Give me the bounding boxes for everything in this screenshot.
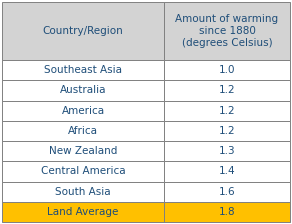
Text: 1.8: 1.8 — [219, 207, 235, 217]
Text: 1.6: 1.6 — [219, 187, 235, 197]
Text: Country/Region: Country/Region — [43, 26, 124, 36]
Bar — [164, 101, 290, 121]
Text: 1.3: 1.3 — [219, 146, 235, 156]
Text: Land Average: Land Average — [47, 207, 119, 217]
Bar — [2, 80, 164, 101]
Bar — [2, 181, 164, 202]
Bar — [2, 2, 164, 60]
Bar — [164, 181, 290, 202]
Bar — [2, 101, 164, 121]
Bar — [2, 60, 164, 80]
Bar — [164, 2, 290, 60]
Text: New Zealand: New Zealand — [49, 146, 117, 156]
Bar — [164, 60, 290, 80]
Bar — [164, 121, 290, 141]
Text: Central America: Central America — [41, 166, 125, 176]
Bar — [164, 80, 290, 101]
Text: 1.4: 1.4 — [219, 166, 235, 176]
Text: 1.2: 1.2 — [219, 106, 235, 116]
Text: America: America — [61, 106, 105, 116]
Text: South Asia: South Asia — [55, 187, 111, 197]
Bar — [2, 141, 164, 161]
Bar — [2, 121, 164, 141]
Bar — [2, 161, 164, 181]
Text: Africa: Africa — [68, 126, 98, 136]
Bar — [164, 141, 290, 161]
Text: Australia: Australia — [60, 85, 106, 95]
Bar — [164, 202, 290, 222]
Text: Amount of warming
since 1880
(degrees Celsius): Amount of warming since 1880 (degrees Ce… — [175, 14, 279, 48]
Text: Southeast Asia: Southeast Asia — [44, 65, 122, 75]
Bar — [2, 202, 164, 222]
Text: 1.0: 1.0 — [219, 65, 235, 75]
Bar — [164, 161, 290, 181]
Text: 1.2: 1.2 — [219, 85, 235, 95]
Text: 1.2: 1.2 — [219, 126, 235, 136]
